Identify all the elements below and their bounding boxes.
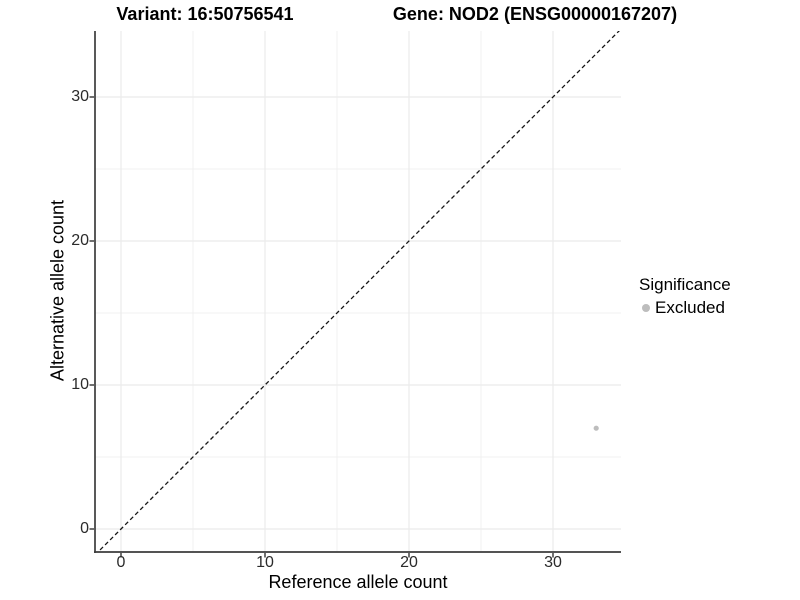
x-axis-title: Reference allele count bbox=[268, 572, 448, 592]
plot-title-gene: Gene: NOD2 (ENSG00000167207) bbox=[392, 4, 678, 24]
data-point bbox=[593, 425, 599, 431]
legend-item-excluded: Excluded bbox=[639, 298, 731, 317]
y-tick-label: 20 bbox=[71, 232, 89, 249]
x-tick-label: 30 bbox=[544, 554, 562, 571]
y-tick-label: 10 bbox=[71, 376, 89, 393]
x-tick-label: 10 bbox=[256, 554, 274, 571]
plot-title-variant: Variant: 16:50756541 bbox=[116, 4, 294, 24]
legend: Significance Excluded bbox=[639, 275, 731, 317]
legend-item-label: Excluded bbox=[655, 298, 725, 317]
identity-dashed-line bbox=[97, 31, 620, 552]
y-tick-label: 0 bbox=[80, 520, 89, 537]
y-axis-title: Alternative allele count bbox=[47, 199, 68, 382]
legend-key-dot-icon bbox=[642, 304, 650, 312]
legend-title: Significance bbox=[639, 275, 731, 294]
y-tick-label: 30 bbox=[71, 88, 89, 105]
x-tick-label: 0 bbox=[116, 554, 126, 571]
x-tick-label: 20 bbox=[400, 554, 418, 571]
